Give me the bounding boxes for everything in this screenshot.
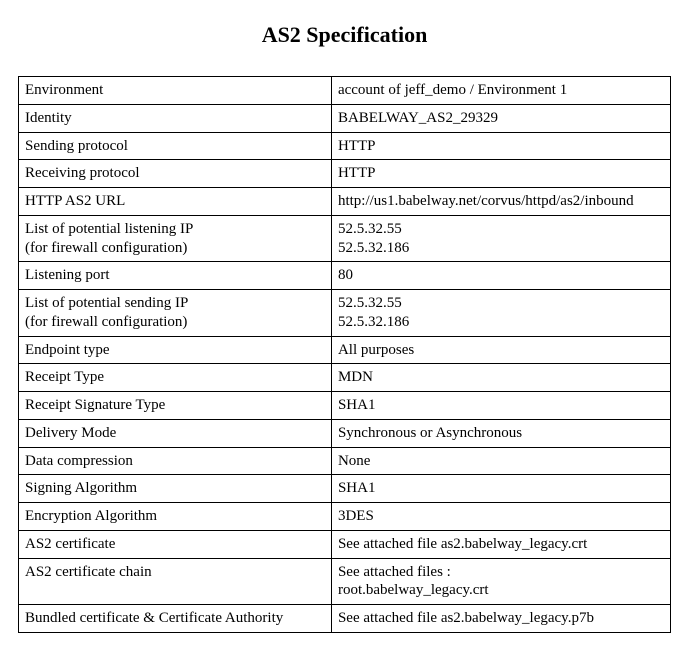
spec-value: MDN — [331, 364, 670, 392]
spec-label: HTTP AS2 URL — [19, 188, 332, 216]
table-row: List of potential sending IP(for firewal… — [19, 290, 671, 337]
spec-label: List of potential listening IP(for firew… — [19, 215, 332, 262]
spec-value: See attached file as2.babelway_legacy.p7… — [331, 605, 670, 633]
table-row: Receipt TypeMDN — [19, 364, 671, 392]
spec-label: Encryption Algorithm — [19, 503, 332, 531]
table-row: Delivery ModeSynchronous or Asynchronous — [19, 419, 671, 447]
table-row: Receiving protocolHTTP — [19, 160, 671, 188]
spec-value: HTTP — [331, 132, 670, 160]
spec-label: AS2 certificate — [19, 530, 332, 558]
spec-label: Data compression — [19, 447, 332, 475]
table-row: Encryption Algorithm3DES — [19, 503, 671, 531]
spec-label: Receipt Type — [19, 364, 332, 392]
spec-label: Bundled certificate & Certificate Author… — [19, 605, 332, 633]
table-row: Sending protocolHTTP — [19, 132, 671, 160]
spec-label: Listening port — [19, 262, 332, 290]
spec-value: SHA1 — [331, 475, 670, 503]
spec-value: HTTP — [331, 160, 670, 188]
spec-value: None — [331, 447, 670, 475]
spec-label: Signing Algorithm — [19, 475, 332, 503]
page-title: AS2 Specification — [18, 22, 671, 48]
spec-value: All purposes — [331, 336, 670, 364]
spec-value: http://us1.babelway.net/corvus/httpd/as2… — [331, 188, 670, 216]
table-row: AS2 certificate chainSee attached files … — [19, 558, 671, 605]
table-row: HTTP AS2 URLhttp://us1.babelway.net/corv… — [19, 188, 671, 216]
spec-label: Identity — [19, 104, 332, 132]
table-row: IdentityBABELWAY_AS2_29329 — [19, 104, 671, 132]
spec-label: Delivery Mode — [19, 419, 332, 447]
spec-label: Receiving protocol — [19, 160, 332, 188]
spec-value: See attached file as2.babelway_legacy.cr… — [331, 530, 670, 558]
spec-value: 80 — [331, 262, 670, 290]
spec-label: Receipt Signature Type — [19, 392, 332, 420]
spec-value: 52.5.32.5552.5.32.186 — [331, 215, 670, 262]
spec-value: 3DES — [331, 503, 670, 531]
spec-value: BABELWAY_AS2_29329 — [331, 104, 670, 132]
table-row: Receipt Signature TypeSHA1 — [19, 392, 671, 420]
spec-label: Endpoint type — [19, 336, 332, 364]
spec-value: See attached files :root.babelway_legacy… — [331, 558, 670, 605]
table-row: Environmentaccount of jeff_demo / Enviro… — [19, 77, 671, 105]
spec-label: AS2 certificate chain — [19, 558, 332, 605]
table-row: Endpoint typeAll purposes — [19, 336, 671, 364]
spec-value: 52.5.32.5552.5.32.186 — [331, 290, 670, 337]
table-row: List of potential listening IP(for firew… — [19, 215, 671, 262]
spec-label: List of potential sending IP(for firewal… — [19, 290, 332, 337]
table-row: Listening port80 — [19, 262, 671, 290]
table-row: Data compressionNone — [19, 447, 671, 475]
table-row: Bundled certificate & Certificate Author… — [19, 605, 671, 633]
table-row: Signing AlgorithmSHA1 — [19, 475, 671, 503]
spec-value: SHA1 — [331, 392, 670, 420]
spec-value: Synchronous or Asynchronous — [331, 419, 670, 447]
spec-label: Sending protocol — [19, 132, 332, 160]
table-row: AS2 certificateSee attached file as2.bab… — [19, 530, 671, 558]
spec-value: account of jeff_demo / Environment 1 — [331, 77, 670, 105]
spec-table: Environmentaccount of jeff_demo / Enviro… — [18, 76, 671, 633]
spec-label: Environment — [19, 77, 332, 105]
